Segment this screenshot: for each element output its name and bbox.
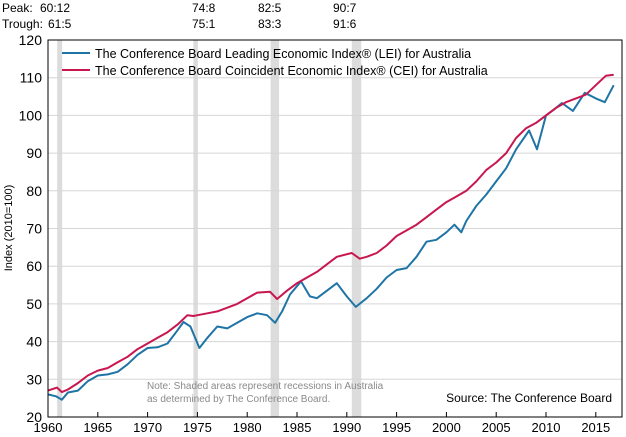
peak-date: 82:5 — [258, 1, 282, 15]
legend-label-lei: The Conference Board Leading Economic In… — [95, 47, 471, 61]
y-axis-title: Index (2010=100) — [3, 185, 15, 272]
y-tick-label: 110 — [20, 70, 43, 86]
trough-date: 75:1 — [192, 17, 216, 31]
peak-date: 74:8 — [192, 1, 216, 15]
y-tick-label: 70 — [26, 221, 42, 237]
peak-date: 90:7 — [333, 1, 357, 15]
trough-date: 91:6 — [333, 17, 357, 31]
y-tick-label: 80 — [26, 183, 42, 199]
source-text: Source: The Conference Board — [446, 391, 612, 405]
x-tick-label: 1980 — [233, 420, 262, 435]
peak-date: 60:12 — [40, 1, 70, 15]
x-tick-label: 2010 — [532, 420, 561, 435]
note-text: as determined by The Conference Board. — [147, 394, 330, 405]
x-tick-label: 1995 — [382, 420, 411, 435]
peak-label: Peak: — [2, 1, 33, 15]
note-text: Note: Shaded areas represent recessions … — [147, 381, 384, 392]
cei-series-line — [47, 73, 614, 394]
trough-date: 61:5 — [48, 17, 72, 31]
x-tick-label: 1975 — [183, 420, 212, 435]
x-tick-label: 2015 — [581, 420, 610, 435]
x-tick-label: 1970 — [133, 420, 162, 435]
x-tick-label: 1960 — [34, 420, 63, 435]
peak-trough-header: Peak: Trough: 60:12 74:8 82:5 90:7 61:5 … — [2, 1, 357, 31]
y-tick-label: 20 — [26, 409, 42, 425]
legend-label-cei: The Conference Board Coincident Economic… — [95, 64, 488, 78]
x-tick-label: 1990 — [332, 420, 361, 435]
y-tick-label: 90 — [26, 145, 42, 161]
x-tick-label: 1965 — [83, 420, 112, 435]
y-tick-label: 40 — [26, 334, 42, 350]
y-tick-label: 100 — [19, 107, 43, 123]
x-tick-label: 2000 — [432, 420, 461, 435]
y-tick-label: 30 — [26, 371, 42, 387]
plot-frame — [47, 39, 623, 418]
legend: The Conference Board Leading Economic In… — [62, 47, 488, 78]
x-tick-label: 1985 — [283, 420, 312, 435]
x-tick-label: 2005 — [482, 420, 511, 435]
trough-label: Trough: — [2, 17, 43, 31]
trough-date: 83:3 — [258, 17, 282, 31]
lei-series-line — [47, 84, 615, 401]
y-tick-label: 60 — [26, 258, 42, 274]
y-tick-label: 50 — [26, 296, 42, 312]
y-tick-label: 120 — [19, 32, 43, 48]
